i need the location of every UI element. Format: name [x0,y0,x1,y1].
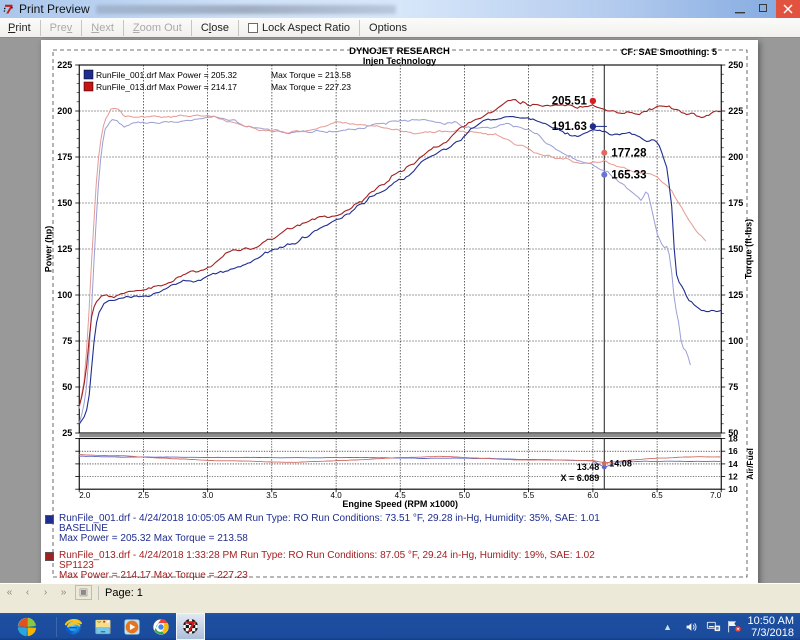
svg-text:75: 75 [62,336,72,346]
svg-text:RunFile_001.drf Max Power = 20: RunFile_001.drf Max Power = 205.32 [96,70,237,80]
svg-text:14.08: 14.08 [609,458,632,468]
svg-text:16: 16 [728,446,738,456]
svg-text:Max Torque = 227.23: Max Torque = 227.23 [271,82,351,92]
svg-text:2.0: 2.0 [79,491,91,500]
svg-text:177.28: 177.28 [611,147,647,159]
svg-text:75: 75 [728,382,738,392]
svg-text:100: 100 [728,336,743,346]
svg-text:12: 12 [728,472,738,482]
svg-text:Air/Fuel: Air/Fuel [745,448,755,480]
svg-text:18: 18 [728,434,738,444]
svg-text:225: 225 [728,106,743,116]
svg-text:200: 200 [57,106,72,116]
svg-text:175: 175 [728,198,743,208]
svg-text:13.48: 13.48 [577,462,600,472]
svg-text:150: 150 [728,244,743,254]
svg-text:3.5: 3.5 [266,491,278,500]
svg-text:6.0: 6.0 [587,491,599,500]
svg-text:191.63: 191.63 [552,121,587,133]
svg-text:5.5: 5.5 [523,491,535,500]
svg-text:6.5: 6.5 [652,491,664,500]
svg-text:X = 6.089: X = 6.089 [561,473,600,483]
svg-text:150: 150 [57,198,72,208]
svg-text:50: 50 [62,382,72,392]
svg-text:225: 225 [57,60,72,70]
svg-text:250: 250 [728,60,743,70]
svg-text:10: 10 [728,484,738,494]
svg-text:Torque (ft-lbs): Torque (ft-lbs) [743,219,753,279]
svg-text:200: 200 [728,152,743,162]
svg-text:4.0: 4.0 [331,491,343,500]
svg-text:25: 25 [62,428,72,438]
svg-text:175: 175 [57,152,72,162]
svg-text:Injen Technology: Injen Technology [363,56,436,66]
svg-text:2.5: 2.5 [138,491,150,500]
svg-text:125: 125 [57,244,72,254]
svg-text:14: 14 [728,459,738,469]
svg-text:CF: SAE Smoothing: 5: CF: SAE Smoothing: 5 [621,47,717,57]
svg-text:Engine Speed (RPM x1000): Engine Speed (RPM x1000) [342,499,458,509]
svg-text:100: 100 [57,290,72,300]
svg-text:3.0: 3.0 [202,491,214,500]
svg-text:RunFile_013.drf Max Power = 21: RunFile_013.drf Max Power = 214.17 [96,82,237,92]
svg-text:5.0: 5.0 [459,491,471,500]
svg-text:205.51: 205.51 [552,95,588,107]
svg-text:7.0: 7.0 [710,491,722,500]
svg-text:Power (hp): Power (hp) [43,226,53,273]
svg-text:Max Torque = 213.58: Max Torque = 213.58 [271,70,351,80]
svg-text:165.33: 165.33 [611,169,646,181]
svg-text:125: 125 [728,290,743,300]
